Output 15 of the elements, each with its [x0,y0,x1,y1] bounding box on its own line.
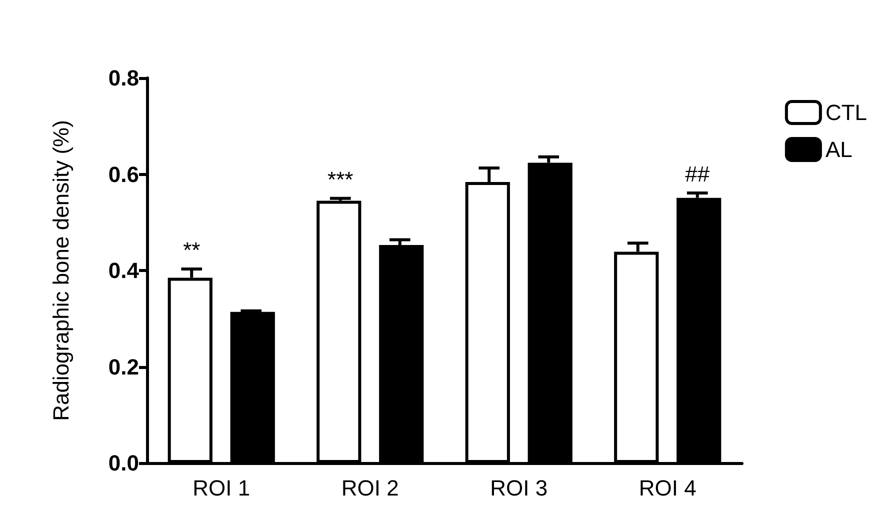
y-tick-label: 0.2 [108,354,139,380]
annotation: ** [183,238,201,263]
x-tick-label: ROI 2 [341,476,399,500]
x-tick-label: ROI 4 [638,476,696,500]
y-tick-label: 0.0 [108,450,139,476]
legend-label: AL [825,137,852,162]
annotation: ## [685,162,710,187]
y-tick-label: 0.4 [108,258,140,283]
annotation: *** [328,166,354,192]
x-tick-label: ROI 3 [490,476,548,500]
legend-label: CTL [825,100,867,125]
y-tick-label: 0.8 [108,66,139,90]
y-tick-label: 0.6 [108,162,139,187]
x-tick-label: ROI 1 [192,476,250,500]
y-axis-title: Radiographic bone density (%) [48,120,74,421]
